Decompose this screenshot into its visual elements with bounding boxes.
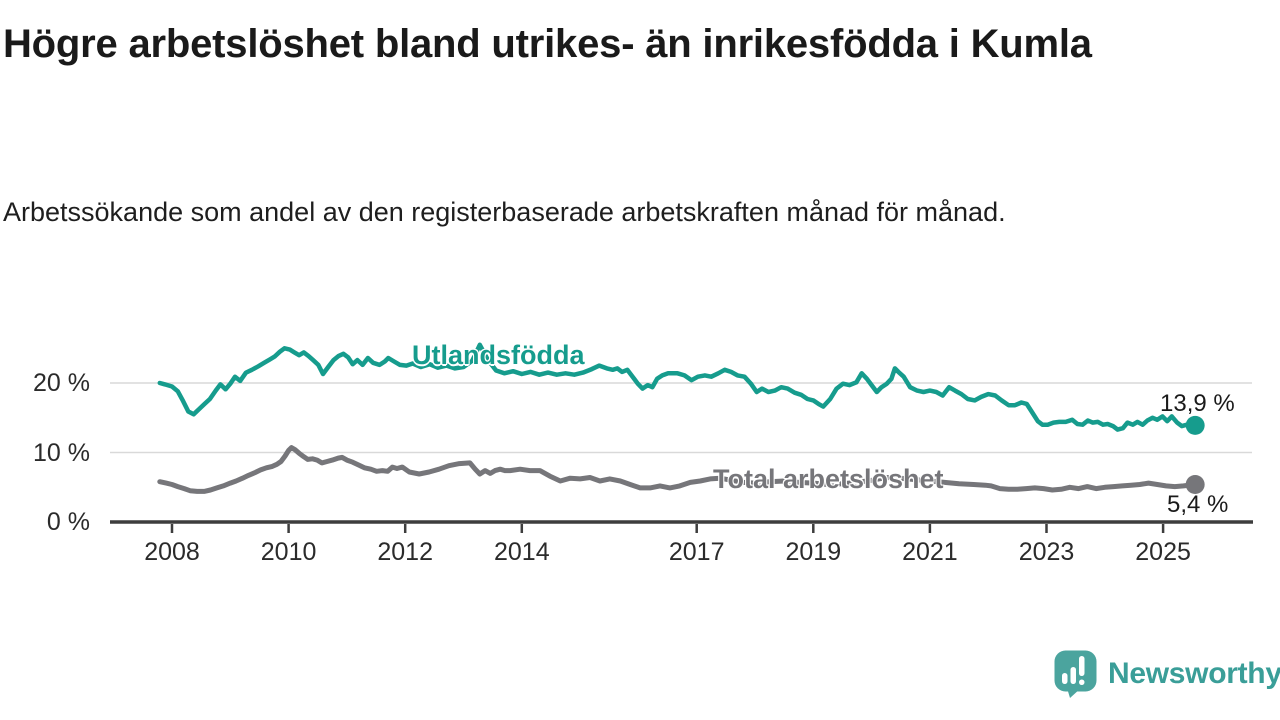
x-tick-label: 2012 (377, 538, 433, 566)
y-tick-label: 10 % (33, 438, 90, 467)
x-tick-label: 2025 (1135, 538, 1191, 566)
x-tick-label: 2008 (144, 538, 200, 566)
end-value-total-arbetsloshet: 5,4 % (1167, 491, 1229, 518)
newsworthy-bubble-chart-icon (1054, 650, 1097, 698)
x-tick-label: 2021 (902, 538, 958, 566)
newsworthy-wordmark: Newsworthy (1108, 657, 1280, 690)
end-value-utlandsfodda: 13,9 % (1160, 390, 1235, 417)
x-tick-label: 2014 (493, 538, 550, 566)
series-label-utlandsfodda: Utlandsfödda (412, 340, 585, 370)
x-tick-label: 2023 (1018, 538, 1075, 566)
y-tick-label: 20 % (33, 369, 90, 397)
x-tick-label: 2019 (785, 538, 842, 566)
chart-subtitle: Arbetssökande som andel av den registerb… (3, 197, 1006, 227)
series-line-utlandsfodda (157, 342, 1198, 432)
end-dot-total (1185, 474, 1205, 494)
chart-title: Högre arbetslöshet bland utrikes- än inr… (3, 22, 1092, 66)
series-label-total-arbetsloshet: Total arbetslöshet (713, 464, 944, 494)
y-tick-label: 0 % (46, 508, 90, 536)
x-tick-label: 2010 (260, 538, 317, 566)
end-dot-utlandsfodda (1185, 415, 1205, 435)
x-tick-label: 2017 (668, 538, 725, 566)
newsworthy-logo: Newsworthy (1053, 649, 1280, 699)
series-line-total (157, 445, 1198, 494)
